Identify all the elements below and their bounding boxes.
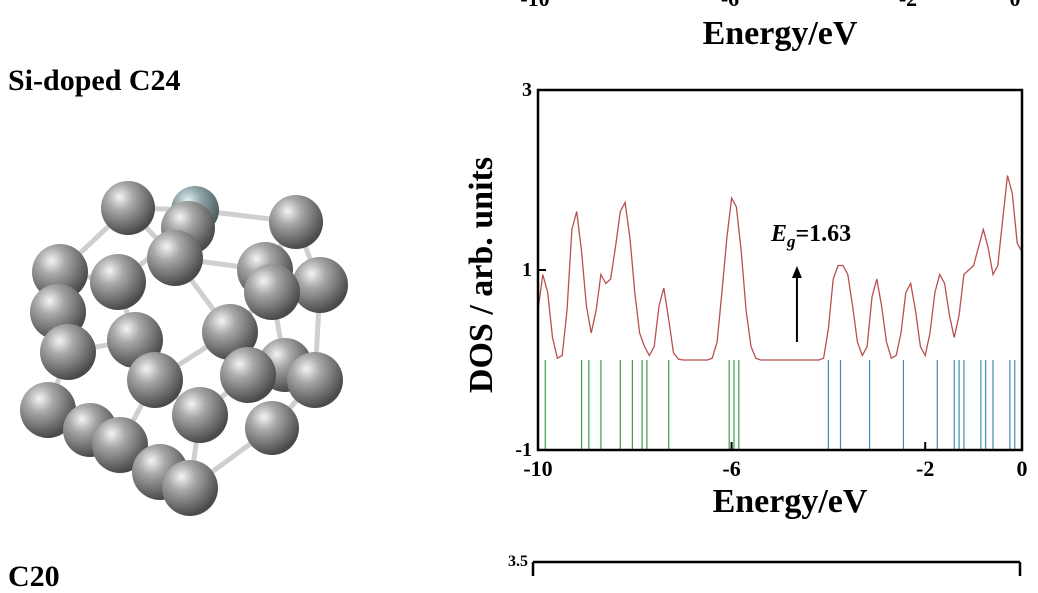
y-tick-label: -1 (515, 439, 532, 461)
gap-value: =1.63 (795, 221, 851, 247)
next-structure-title: C20 (8, 560, 60, 593)
carbon-atom (40, 324, 96, 380)
carbon-atom (32, 244, 88, 300)
carbon-atom (162, 460, 218, 516)
lower-panel-fragment: 3.5 (508, 553, 1022, 576)
x-tick-label: -10 (523, 456, 552, 481)
molecule-illustration (20, 181, 348, 516)
carbon-atom (287, 352, 343, 408)
y-tick-label: 3 (522, 79, 532, 101)
x-tick-label: 0 (1017, 456, 1028, 481)
plot-frame (536, 88, 1024, 452)
carbon-atom (20, 382, 76, 438)
carbon-atom (220, 347, 276, 403)
upper-tick-label: -6 (721, 0, 739, 11)
carbon-atom (90, 254, 146, 310)
upper-tick-label: -2 (899, 0, 917, 11)
x-axis-ticks: -10 -6 -2 0 (523, 442, 1028, 481)
x-tick-label: -6 (722, 456, 740, 481)
gap-label: Eg=1.63 (770, 221, 851, 251)
upper-panel-fragment: -10 -6 -2 0 Energy/eV (520, 0, 1021, 52)
carbon-atom (244, 264, 300, 320)
carbon-atom (245, 401, 299, 455)
upper-tick-label: 0 (1010, 0, 1021, 11)
upper-tick-label: -10 (520, 0, 549, 11)
gap-symbol: E (770, 221, 787, 247)
dos-chart: -10 -6 -2 0 -1 1 3 Energy/eV DOS / arb. units… (463, 79, 1028, 520)
carbon-atom (292, 257, 348, 313)
carbon-atom (92, 417, 148, 473)
structure-title: Si-doped C24 (8, 64, 181, 97)
y-tick-label: 1 (522, 259, 532, 281)
carbon-atom (269, 195, 323, 249)
carbon-atom (202, 304, 258, 360)
lower-y-tick-label: 3.5 (508, 553, 528, 570)
occupied-levels (544, 360, 740, 450)
carbon-atom (172, 387, 228, 443)
carbon-atom (147, 230, 203, 286)
carbon-atom (127, 352, 183, 408)
x-tick-label: -2 (916, 456, 934, 481)
carbon-atom (101, 181, 155, 235)
molecular-atoms (20, 181, 348, 516)
gap-arrow-head (791, 266, 802, 278)
upper-x-axis-label: Energy/eV (703, 15, 858, 52)
x-axis-label: Energy/eV (713, 483, 868, 520)
unoccupied-levels (827, 360, 1016, 450)
gap-annotation: Eg=1.63 (770, 221, 851, 342)
gap-subscript: g (786, 232, 796, 251)
y-axis-ticks: -1 1 3 (515, 79, 546, 461)
y-axis-label: DOS / arb. units (463, 157, 500, 393)
dos-curve (537, 175, 1023, 361)
